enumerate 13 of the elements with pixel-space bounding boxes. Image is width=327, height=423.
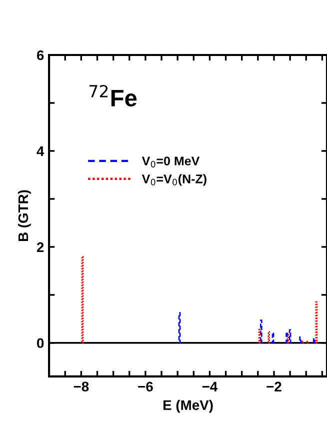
x-tick-label: −4 <box>202 382 218 392</box>
legend-label: V$_{0}$=0 MeV <box>142 156 200 168</box>
y-tick-label: 4 <box>36 146 44 156</box>
y-tick-label: 0 <box>37 338 44 348</box>
annotation: $^{72}$Fe <box>90 84 137 106</box>
x-tick-label: −8 <box>74 382 89 392</box>
y-tick-label: 6 <box>36 50 44 60</box>
x-axis-title: E (MeV) <box>163 400 213 413</box>
x-tick-label: −2 <box>266 382 282 392</box>
y-axis-title: B (GTR) <box>18 190 31 242</box>
legend-label: V$_{0}$=V$_{0}$(N-Z) <box>142 174 206 186</box>
y-tick-label: 2 <box>36 242 44 252</box>
x-tick-label: −6 <box>138 382 153 392</box>
